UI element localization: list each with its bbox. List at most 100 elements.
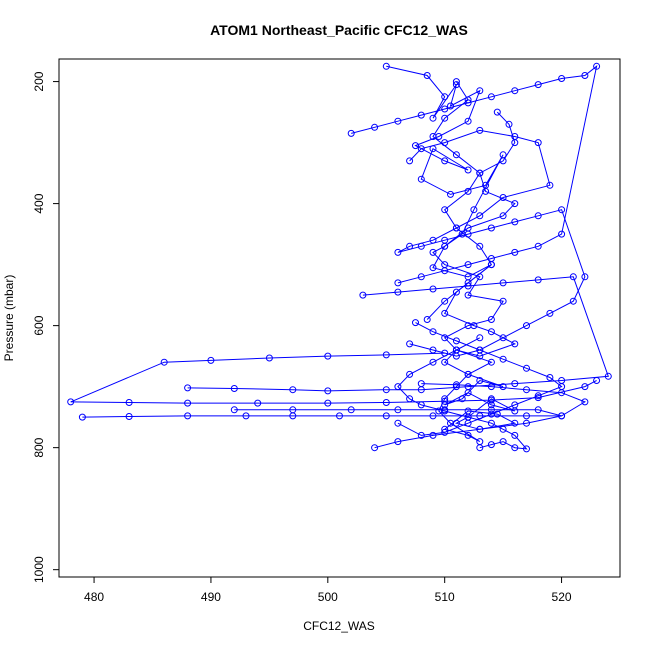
data-point (487, 396, 495, 404)
data-point (464, 291, 472, 299)
data-point (464, 261, 472, 269)
data-point (242, 412, 250, 420)
data-point (394, 438, 402, 446)
data-point (593, 62, 601, 70)
data-point (476, 377, 484, 384)
data-point (499, 383, 507, 391)
series-4 (184, 273, 612, 395)
x-tick-label: 520 (552, 590, 572, 604)
data-point (464, 187, 472, 195)
data-point (493, 108, 501, 116)
data-point (441, 114, 449, 122)
data-point (464, 96, 472, 104)
x-axis-label: CFC12_WAS (303, 619, 375, 633)
data-point (487, 261, 495, 269)
series-line (351, 65, 598, 284)
data-point (417, 401, 425, 409)
plot-frame (58, 58, 621, 578)
data-point (511, 340, 519, 348)
data-point (534, 392, 542, 400)
data-point (394, 288, 402, 296)
data-point (476, 425, 484, 433)
data-point (230, 406, 238, 414)
data-point (230, 385, 238, 392)
data-point (476, 169, 484, 177)
data-point (441, 297, 449, 305)
data-point (487, 406, 495, 414)
data-point (511, 133, 519, 140)
y-tick-label: 1000 (32, 556, 46, 583)
data-point (289, 386, 297, 394)
series-8 (394, 334, 530, 453)
data-point (487, 328, 495, 336)
data-point (476, 334, 484, 342)
data-point (511, 380, 519, 388)
data-point (371, 444, 379, 452)
data-point (511, 431, 519, 439)
data-point (452, 151, 460, 159)
data-point (406, 242, 414, 250)
y-axis: 200 400 600 800 1000 (32, 71, 60, 583)
series-line (397, 322, 563, 436)
data-point (476, 346, 484, 354)
data-point (511, 248, 519, 256)
data-point (499, 297, 507, 305)
data-point (534, 242, 542, 250)
series-2 (394, 126, 589, 360)
data-point (447, 190, 454, 198)
data-point (324, 399, 332, 407)
data-point (417, 175, 425, 183)
data-point (499, 279, 507, 287)
data-point (429, 328, 437, 336)
data-point (523, 445, 530, 453)
data-point (371, 123, 379, 131)
data-point (534, 139, 542, 147)
data-point (569, 273, 577, 281)
data-point (441, 206, 449, 214)
data-point (417, 273, 425, 281)
x-tick-label: 510 (435, 590, 455, 604)
series-line (234, 409, 562, 449)
data-point (417, 111, 425, 119)
data-point (464, 279, 472, 287)
data-point (347, 406, 355, 414)
data-point (452, 224, 460, 232)
y-tick-label: 600 (32, 315, 46, 335)
data-point (324, 387, 332, 395)
data-point (593, 377, 601, 384)
data-point (429, 236, 437, 244)
data-point (184, 412, 192, 420)
data-point (429, 358, 437, 366)
data-point (254, 399, 262, 407)
data-point (324, 352, 332, 360)
data-point (581, 383, 589, 391)
data-point (464, 117, 472, 125)
data-point (558, 383, 566, 391)
series-line (386, 65, 517, 443)
series-10 (423, 78, 495, 323)
data-point (581, 398, 589, 406)
data-point (289, 406, 297, 414)
data-point (546, 374, 554, 381)
data-point (406, 395, 414, 403)
data-point (487, 383, 495, 391)
series-line (397, 337, 528, 450)
data-point (523, 412, 530, 420)
data-point (534, 406, 542, 414)
series-line (426, 81, 493, 320)
data-point (125, 399, 133, 406)
data-point (511, 401, 519, 409)
series-9 (394, 319, 566, 439)
data-point (184, 384, 192, 392)
data-point (464, 431, 472, 439)
data-point (394, 248, 402, 256)
data-point (429, 114, 437, 122)
x-tick-label: 500 (318, 590, 338, 604)
data-point (394, 279, 402, 287)
data-point (464, 322, 472, 330)
data-point (511, 200, 519, 208)
series-line (187, 276, 609, 392)
data-point (382, 62, 390, 70)
data-point (558, 230, 566, 238)
data-point (546, 309, 554, 317)
